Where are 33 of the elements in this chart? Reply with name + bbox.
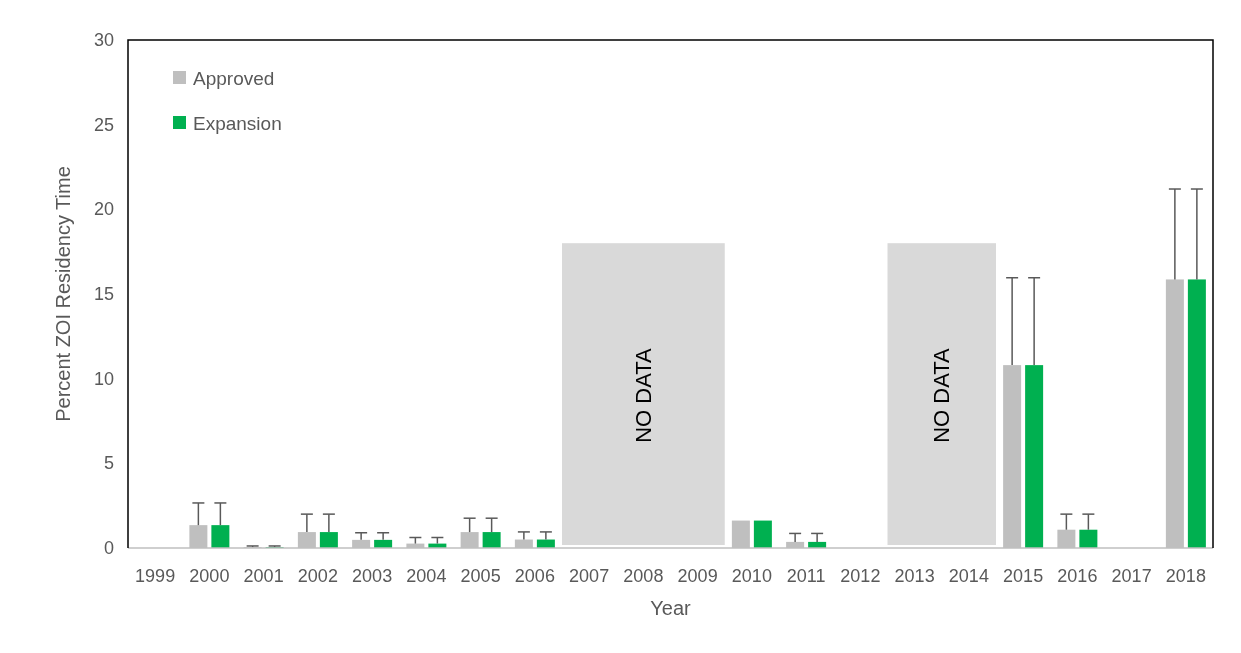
x-axis-title: Year — [650, 597, 692, 619]
x-tick-label: 2011 — [786, 566, 826, 586]
y-tick-label: 5 — [103, 453, 114, 474]
y-tick-label: 0 — [103, 538, 114, 558]
x-tick-label: 2000 — [189, 566, 230, 586]
y-tick-label: 15 — [93, 284, 114, 304]
x-tick-label: 2018 — [1165, 566, 1206, 586]
x-tick-label: 2007 — [569, 566, 610, 586]
x-tick-label: 2014 — [948, 566, 989, 586]
band-label: NO DATA — [929, 348, 955, 443]
y-tick-label: 30 — [93, 30, 114, 50]
legend-label: Expansion — [193, 112, 282, 134]
y-tick-label: 25 — [93, 114, 114, 135]
y-tick-label: 20 — [93, 199, 114, 220]
y-tick-label: 10 — [93, 368, 114, 389]
x-tick-label: 2017 — [1111, 566, 1152, 586]
x-tick-label: 2013 — [894, 566, 935, 586]
x-tick-label: 2012 — [840, 566, 881, 586]
x-tick-label: 2015 — [1003, 566, 1044, 586]
x-tick-label: 2006 — [514, 566, 555, 586]
x-tick-label: 2010 — [731, 566, 772, 586]
x-tick-label: 2005 — [460, 566, 501, 586]
x-tick-label: 2002 — [297, 566, 338, 586]
x-tick-label: 2009 — [677, 566, 718, 586]
x-tick-label: 2001 — [243, 566, 284, 586]
x-tick-label: 1999 — [135, 566, 176, 586]
x-tick-label: 2003 — [352, 566, 393, 586]
legend-label: Approved — [193, 67, 275, 89]
x-tick-label: 2004 — [406, 566, 447, 586]
band-label: NO DATA — [630, 348, 656, 443]
x-tick-label: 2016 — [1057, 566, 1098, 586]
x-tick-label: 2008 — [623, 566, 664, 586]
y-axis-title: Percent ZOI Residency Time — [52, 166, 74, 422]
